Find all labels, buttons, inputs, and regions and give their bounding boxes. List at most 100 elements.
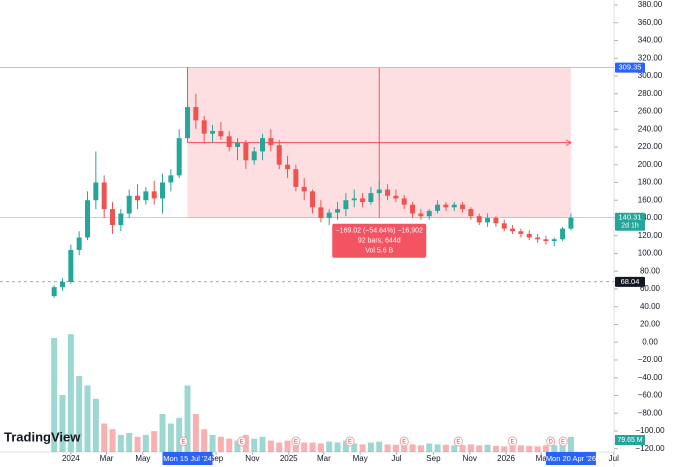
candle-body [385,189,391,196]
y-tick-label: 140.00 [638,213,663,222]
candle-body [351,198,357,201]
event-label: E [348,440,352,446]
volume-bar [159,414,166,452]
event-label: E [561,440,565,446]
y-tick-label: −40.00 [638,373,663,382]
volume-bar [259,436,266,452]
y-tick-label: −20.00 [638,355,663,364]
candle-body [560,228,566,240]
measure-arrow [565,139,572,147]
y-tick-label: 20.00 [640,320,661,329]
volume-bar [126,433,133,452]
x-tick-label: May [353,454,368,463]
y-tick-label: 40.00 [640,302,661,311]
candle-body [393,195,399,199]
candle-body [201,120,207,134]
volume-bar [84,385,91,452]
y-tick-label: 60.00 [640,284,661,293]
y-tick-label: 120.00 [638,231,663,240]
volume-bar [426,443,433,452]
candle-body [410,204,416,214]
x-tick-label: Ma [536,454,548,463]
price-label-box [615,62,645,73]
candle-body [468,209,474,217]
candle-body [451,204,457,208]
y-tick-label: 80.00 [640,266,661,275]
candle-body [143,191,149,201]
event-marker [345,436,355,447]
candle-body [226,136,232,147]
volume-bar [226,438,233,452]
candle-body [376,189,382,194]
event-marker [558,436,568,447]
volume-label: 79.65 M [617,437,642,444]
candle-body [176,138,182,176]
y-tick-label: −120.00 [635,444,665,453]
volume-bar [476,445,483,452]
candle-body [51,287,57,297]
x-tick-label: Nov [245,454,259,463]
price-label: 309.35 [619,63,642,72]
volume-bar [567,436,574,452]
candle-body [460,204,466,210]
candle-body [101,182,107,210]
candle-body [268,138,274,146]
event-label: E [181,440,185,446]
volume-bar [409,444,416,452]
candle-body [85,200,91,238]
volume-bar [76,376,83,452]
volume-bar [492,445,499,452]
volume-bar [234,440,241,452]
volume-bar [142,434,149,452]
candle-body [293,169,299,187]
candle-body [260,138,266,152]
candle-body [301,186,307,192]
volume-bar [267,440,274,452]
y-tick-label: 0.00 [642,337,658,346]
event-label: E [240,440,244,446]
candle-body [126,195,132,214]
volume-bar [376,441,383,452]
volume-bar [309,442,316,452]
candle-body [368,193,374,202]
countdown: 2d 1h [621,223,639,230]
candle-body [426,210,432,217]
x-tick-label: 2026 [497,454,515,463]
volume-bar [384,444,391,452]
volume-bar [51,338,58,452]
volume-bar [167,423,174,452]
volume-bar [201,429,208,452]
candle-body [276,145,282,165]
candle-body [443,204,449,208]
logo-text: TradingView [4,429,81,444]
y-tick-label: 260.00 [638,107,663,116]
date-label-box [162,452,213,465]
date-label-box [545,452,596,465]
volume-bar [451,445,458,452]
volume-bar [251,438,258,452]
measure-label: Vol 5.6 B [365,248,393,255]
candle-body [476,216,482,223]
volume-bar [326,441,333,452]
y-tick-label: 100.00 [638,249,663,258]
date-label: Mon 15 Jul '24 [163,454,212,463]
candle-body [185,107,191,139]
volume-bar [359,444,366,452]
event-label: E [402,440,406,446]
x-tick-label: 2025 [280,454,298,463]
candle-body [118,213,124,226]
candle-body [93,182,99,201]
y-tick-label: 300.00 [638,71,663,80]
y-tick-label: 160.00 [638,195,663,204]
candle-body [418,213,424,217]
candle-body [485,217,491,223]
volume-bar [509,445,516,452]
event-marker [508,436,518,447]
event-label: E [294,440,298,446]
event-marker [399,436,409,447]
candle-body [168,175,174,183]
event-marker [237,436,247,447]
y-tick-label: 180.00 [638,178,663,187]
candle-body [68,249,74,282]
